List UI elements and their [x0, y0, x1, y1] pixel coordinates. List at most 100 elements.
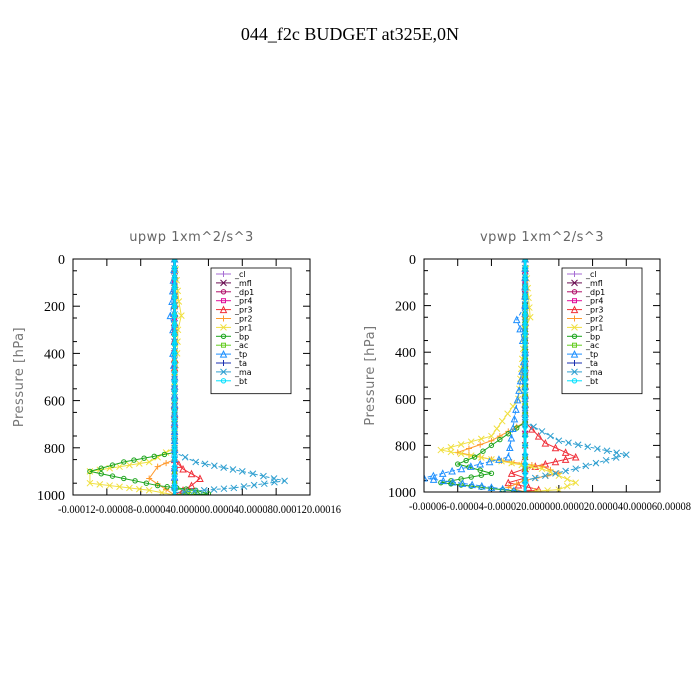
series-group — [86, 259, 288, 495]
series-pr2-marker — [513, 480, 520, 487]
series-tp-marker — [424, 473, 428, 482]
series-ma-marker — [181, 488, 188, 495]
legend-label: _ma — [234, 368, 252, 377]
series-pr1-marker — [457, 450, 465, 458]
series-pr3-marker — [551, 443, 560, 452]
legend-label: _ac — [585, 341, 599, 350]
series-pr3-marker — [187, 469, 196, 478]
legend-marker — [571, 324, 578, 331]
legend-marker — [220, 271, 227, 277]
legend-label: _bp — [585, 332, 600, 341]
legend: _cl_mfl_dp1_pr4_pr3_pr2_pr1_bp_ac_tp_ta_… — [561, 267, 643, 395]
series-pr1-marker — [135, 460, 143, 467]
series-ma-marker — [230, 484, 238, 492]
legend-label: _bt — [234, 377, 247, 386]
series-ma-marker — [622, 451, 630, 459]
y-tick-label: 800 — [44, 442, 65, 457]
legend-label: _ma — [585, 368, 603, 377]
y-tick-label: 400 — [395, 346, 416, 361]
series-tp-marker — [511, 486, 517, 492]
plot-frame — [72, 258, 311, 496]
series-bt-marker — [522, 386, 528, 393]
series-bp-marker — [87, 468, 93, 475]
series-bt-marker — [171, 294, 178, 300]
series-ma-marker — [592, 459, 600, 467]
series-pr3-marker — [174, 460, 183, 468]
series-pr1-marker — [135, 485, 143, 493]
series-tp-marker — [449, 477, 457, 486]
series-bt-marker — [171, 397, 178, 404]
series-bp-marker — [455, 461, 461, 467]
series-bt-marker — [522, 405, 528, 411]
series-bp-marker — [141, 455, 147, 461]
legend-marker — [571, 279, 578, 287]
series-pr1-marker — [538, 465, 546, 473]
series-bt-marker — [171, 284, 178, 291]
series-ma-marker — [260, 472, 267, 480]
series-pr1-marker — [447, 448, 455, 456]
series-bt-marker — [171, 435, 178, 442]
series-tp-marker — [495, 455, 503, 463]
legend-marker — [570, 305, 579, 314]
series-ma-marker — [171, 259, 178, 263]
series-ma-marker — [538, 428, 546, 435]
series-bt-marker — [522, 302, 528, 309]
series-bt-marker — [171, 445, 178, 451]
x-tick-labels: -0.00006-0.00004-0.000020.000000.000020.… — [409, 499, 691, 513]
y-axis-label: Pressure [hPa] — [363, 325, 378, 425]
series-ma-marker — [249, 470, 257, 478]
series-bt-marker — [171, 416, 178, 423]
series-pr3-marker — [541, 459, 550, 468]
series-pr1-marker — [563, 482, 571, 490]
series-tp-marker — [485, 457, 494, 466]
series-ma-marker — [201, 460, 209, 468]
series-ma-marker — [530, 423, 537, 431]
series-bt-marker — [522, 479, 528, 486]
series-pr1-marker — [145, 458, 153, 466]
series-tp-marker — [467, 462, 475, 470]
series-pr1-marker — [145, 486, 153, 494]
legend-label: _pr2 — [585, 315, 603, 324]
y-tick-label: 600 — [44, 395, 65, 410]
series-ma-marker — [229, 466, 237, 473]
series-tp-marker — [438, 469, 447, 477]
series-tp-marker — [458, 479, 467, 487]
series-pr1-marker — [504, 410, 511, 418]
chart-panel-1: upwp 1xm^2/s^3 Pressure [hPa] 0 200 400 600 80… — [12, 230, 341, 516]
series-bt-marker — [171, 350, 178, 357]
series-pr3-marker — [541, 438, 550, 447]
legend-marker — [572, 298, 577, 304]
legend-marker — [220, 360, 227, 366]
series-pr1-marker — [116, 483, 123, 491]
series-bp-marker — [154, 482, 161, 489]
series-tp-marker — [429, 475, 438, 483]
series-bt-marker — [171, 379, 178, 385]
legend-marker — [570, 349, 579, 358]
series-pr2-marker — [154, 463, 161, 470]
series-pr1-marker — [477, 435, 485, 443]
series-bp-marker — [477, 467, 483, 473]
series-tp-marker — [515, 386, 523, 394]
series-ma-marker — [594, 445, 601, 453]
series-pr1-marker — [116, 463, 123, 471]
legend-label: _mfl — [234, 279, 252, 288]
series-pr1-marker — [508, 459, 516, 467]
series-pr2-marker — [163, 460, 170, 467]
series-bt-marker — [522, 368, 528, 374]
series-bp-marker — [471, 454, 478, 460]
series-ma-marker — [240, 483, 248, 490]
series-bt-marker — [171, 369, 178, 375]
series-tp-marker — [448, 466, 456, 475]
legend-label: _tp — [585, 350, 598, 359]
series-bp-marker — [505, 431, 511, 437]
series-bp-marker — [488, 470, 495, 477]
series-ma-marker — [582, 462, 590, 470]
series-bt-marker — [171, 407, 178, 413]
series-pr1-marker — [488, 432, 495, 440]
series-pr1-line — [440, 259, 578, 492]
legend-marker — [221, 342, 226, 348]
series-pr1-marker — [547, 468, 554, 476]
series-ma-marker — [260, 480, 268, 488]
series-bt-marker — [522, 358, 528, 365]
